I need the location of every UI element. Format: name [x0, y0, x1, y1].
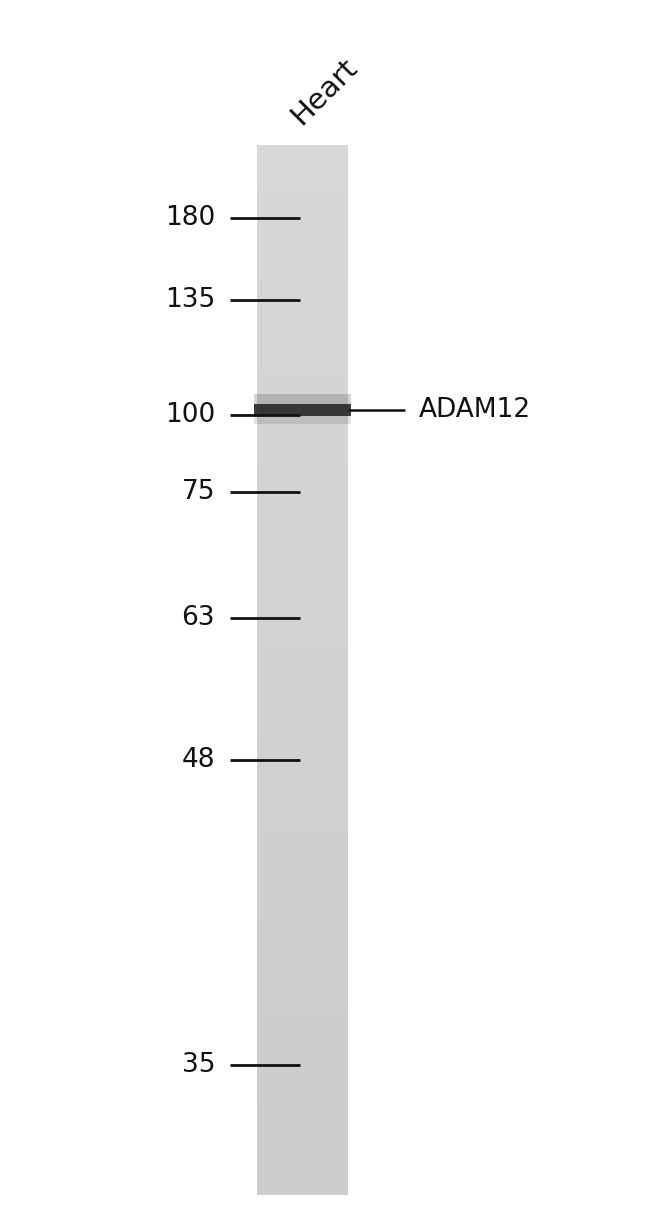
Bar	[254, 394, 351, 404]
Text: ADAM12: ADAM12	[419, 397, 531, 423]
Text: 180: 180	[164, 205, 215, 231]
Text: 135: 135	[164, 287, 215, 312]
Text: Heart: Heart	[285, 53, 362, 130]
Bar	[254, 417, 351, 424]
Text: 63: 63	[181, 606, 215, 631]
Text: 35: 35	[181, 1052, 215, 1078]
Text: 100: 100	[164, 402, 215, 427]
Bar	[254, 404, 351, 417]
Text: 48: 48	[181, 747, 215, 773]
Text: 75: 75	[181, 480, 215, 505]
